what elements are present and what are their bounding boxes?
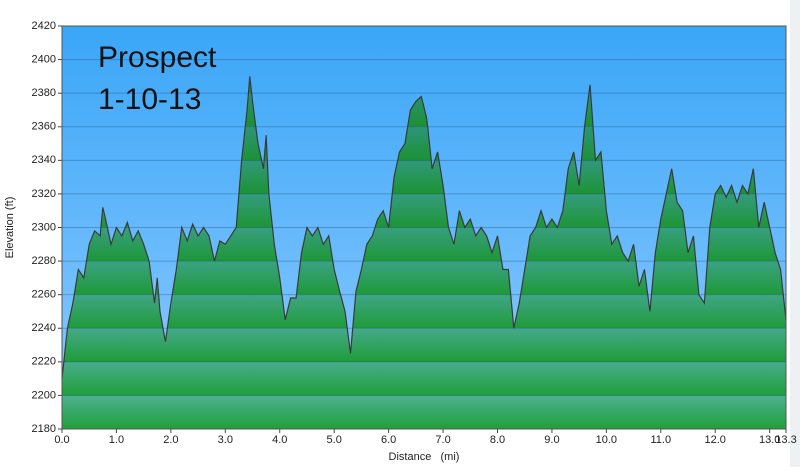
x-tick-label: 6.0 — [381, 434, 396, 446]
chart-subtitle: 1-10-13 — [98, 83, 201, 116]
elevation-line — [61, 76, 787, 379]
side-strip — [790, 0, 800, 467]
y-axis-label: Elevation (ft) — [4, 197, 16, 259]
x-tick-label: 5.0 — [327, 434, 342, 446]
y-tick-label: 2200 — [32, 389, 56, 401]
x-tick-label: 11.0 — [651, 434, 672, 446]
plot-frame — [61, 25, 787, 430]
y-tick-label: 2380 — [32, 87, 56, 99]
y-tick-label: 2180 — [32, 423, 56, 435]
x-tick-label: 13.3 — [775, 434, 796, 446]
y-tick-label: 2400 — [32, 53, 56, 65]
chart-title: Prospect — [98, 41, 217, 74]
y-tick-label: 2240 — [32, 322, 56, 334]
x-tick-label: 13.0 — [759, 434, 780, 446]
y-tick-label: 2360 — [32, 121, 56, 133]
x-tick-label: 0.0 — [54, 434, 69, 446]
x-tick-label: 9.0 — [544, 434, 559, 446]
y-tick-label: 2280 — [32, 255, 56, 267]
x-tick-label: 1.0 — [109, 434, 124, 446]
x-tick-label: 10.0 — [596, 434, 617, 446]
elevation-shade — [62, 76, 786, 429]
y-tick-label: 2320 — [32, 188, 56, 200]
x-axis-label: Distance (mi) — [389, 451, 460, 463]
y-tick-label: 2260 — [32, 289, 56, 301]
x-tick-label: 12.0 — [705, 434, 726, 446]
x-tick-label: 4.0 — [272, 434, 287, 446]
x-tick-label: 3.0 — [218, 434, 233, 446]
x-tick-label: 8.0 — [490, 434, 505, 446]
y-tick-label: 2220 — [32, 356, 56, 368]
x-tick-label: 7.0 — [435, 434, 450, 446]
y-tick-label: 2300 — [32, 221, 56, 233]
y-tick-label: 2340 — [32, 154, 56, 166]
y-tick-label: 2420 — [32, 20, 56, 32]
x-tick-label: 2.0 — [163, 434, 178, 446]
